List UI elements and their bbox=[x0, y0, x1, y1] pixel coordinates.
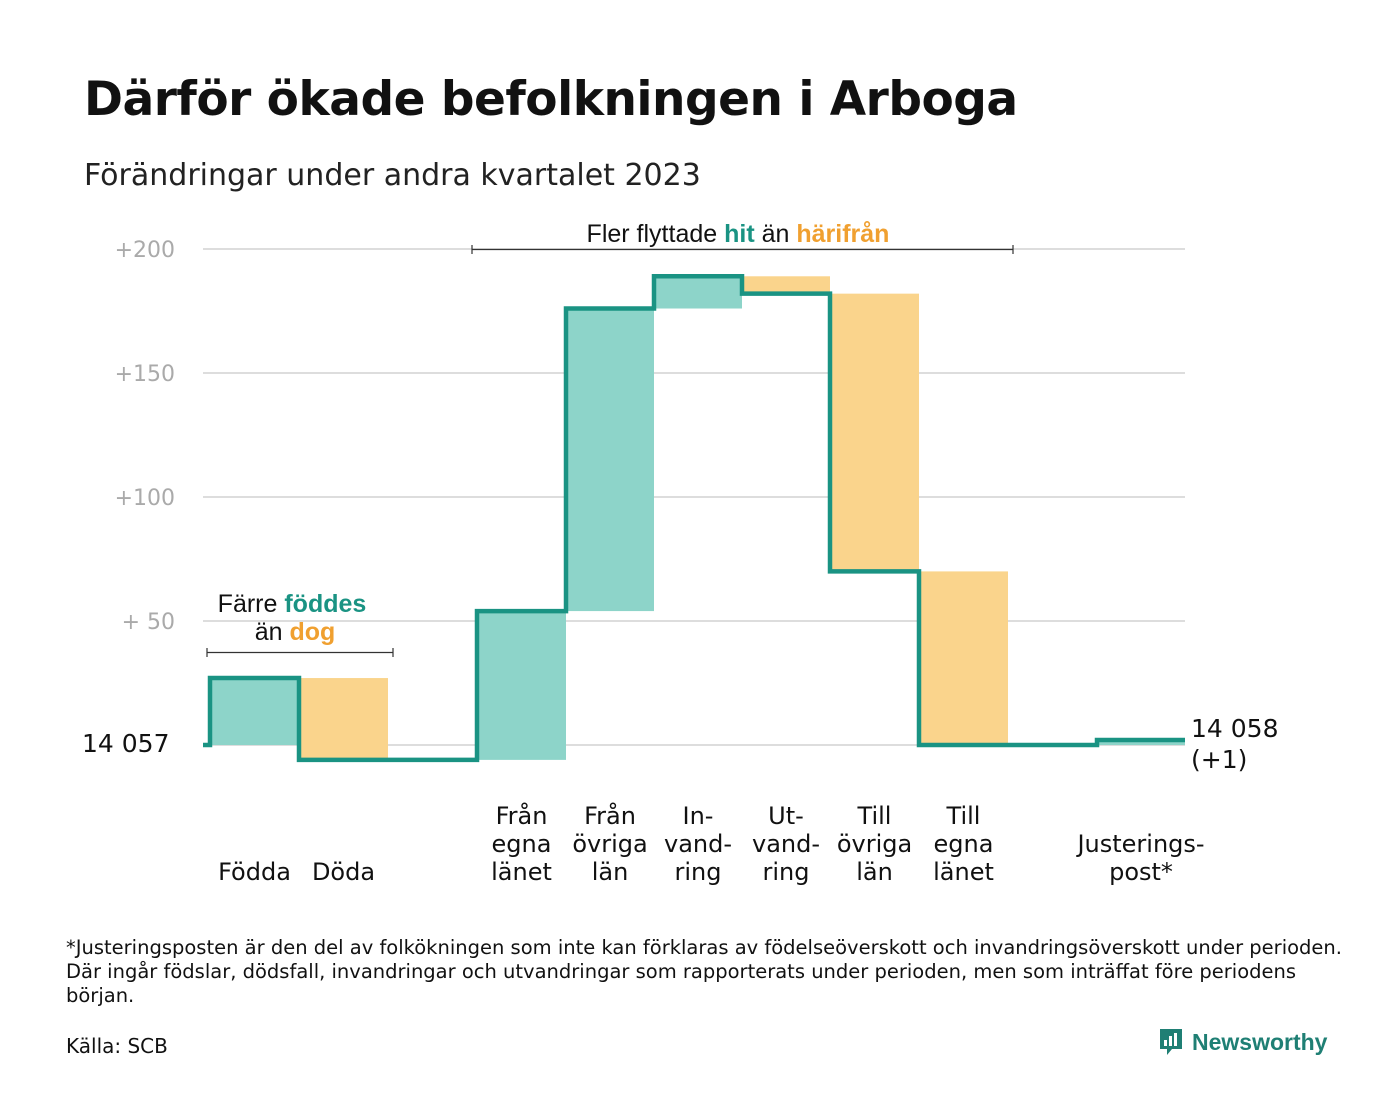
category-label: Från egna länet bbox=[491, 801, 552, 886]
footnote: *Justeringsposten är den del av folkökni… bbox=[66, 936, 1342, 1007]
source-note: Källa: SCB bbox=[66, 1034, 168, 1058]
waterfall-bar bbox=[477, 611, 566, 760]
end-value-label: 14 058 bbox=[1191, 714, 1278, 743]
category-label: In-vand-ring bbox=[664, 802, 732, 886]
y-tick-label: +200 bbox=[115, 238, 175, 263]
waterfall-bar bbox=[210, 678, 299, 745]
y-tick-label: +100 bbox=[115, 486, 175, 511]
category-label: Födda bbox=[218, 858, 291, 886]
waterfall-bar bbox=[830, 293, 919, 572]
annotation-migration: Fler flyttade hit än härifrån bbox=[587, 220, 890, 248]
annotation-births-line2: än dog bbox=[255, 618, 336, 646]
waterfall-bar bbox=[919, 571, 1008, 745]
annotation-births-line1: Färre föddes bbox=[218, 590, 367, 618]
category-label: Döda bbox=[312, 858, 375, 886]
category-label: Till övriga län bbox=[837, 802, 912, 886]
category-label: Ut-vand-ring bbox=[752, 802, 820, 886]
waterfall-bar bbox=[742, 276, 830, 294]
y-tick-label: +150 bbox=[115, 362, 175, 387]
brand-logo: Newsworthy bbox=[1158, 1027, 1327, 1057]
category-label: Justerings-post* bbox=[1075, 830, 1204, 886]
waterfall-bar bbox=[1097, 740, 1185, 745]
end-change-label: (+1) bbox=[1191, 745, 1247, 774]
baseline-value-label: 14 057 bbox=[82, 729, 169, 758]
cumulative-step-line bbox=[203, 274, 1185, 763]
annotation-births-bracket bbox=[206, 648, 394, 657]
category-label: Till egna länet bbox=[933, 802, 994, 886]
waterfall-bar bbox=[654, 276, 742, 309]
chart-subtitle: Förändringar under andra kvartalet 2023 bbox=[84, 158, 701, 193]
chart-title: Därför ökade befolkningen i Arboga bbox=[84, 72, 1018, 127]
newsworthy-logo-icon bbox=[1160, 1029, 1182, 1055]
y-tick-label: + 50 bbox=[122, 610, 175, 635]
waterfall-chart: +200 +150 +100 + 50 Födda Döda Från egna länet Fr… bbox=[82, 220, 1278, 886]
waterfall-bar bbox=[566, 308, 654, 612]
category-label: Från övriga län bbox=[572, 801, 647, 886]
brand-name: Newsworthy bbox=[1192, 1028, 1328, 1055]
waterfall-bar bbox=[299, 678, 388, 760]
annotation-migration-bracket bbox=[471, 245, 1014, 254]
